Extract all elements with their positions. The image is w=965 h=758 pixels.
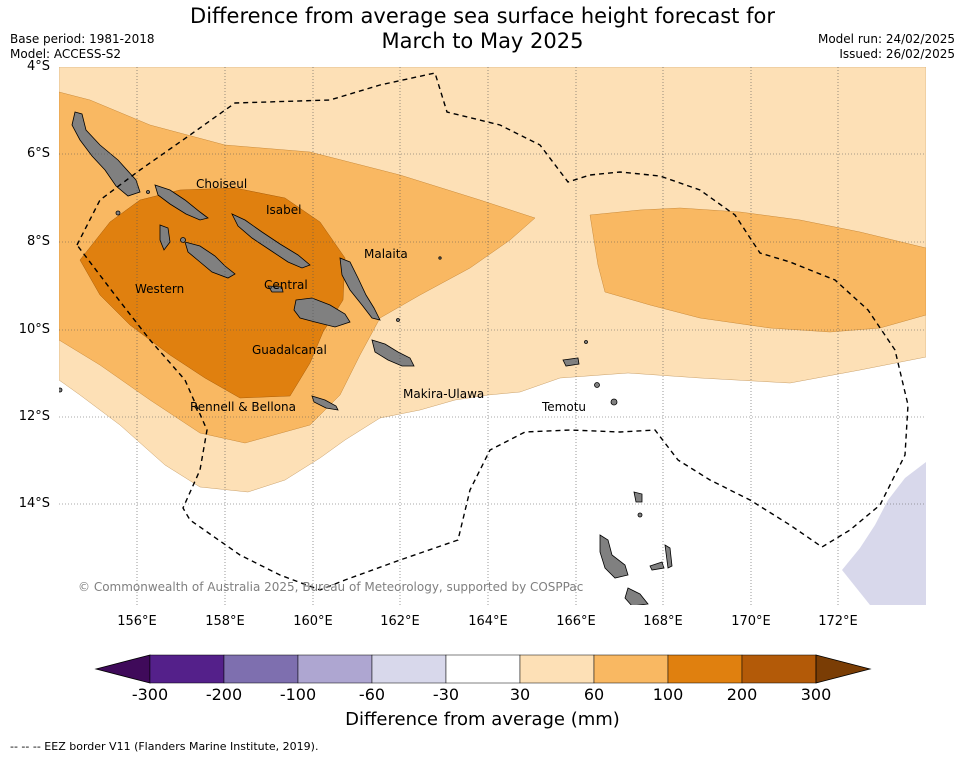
islet-3 [584,340,588,344]
colorbar-segment-4 [371,654,447,684]
island-choiseul [154,184,209,221]
islet-1 [594,382,600,388]
lon-label-168e: 168°E [643,614,683,629]
colorbar-extend-high [815,654,872,684]
colorbar-tick-1: -300 [131,685,169,704]
place-label-central: Central [264,278,308,292]
place-label-choiseul: Choiseul [196,177,248,191]
colorbar-tick-4: -60 [358,685,386,704]
lat-label-10s: 10°S [18,322,50,337]
island-vella-lavella [159,224,171,251]
lat-label-4s: 4°S [26,59,50,74]
lon-label-166e: 166°E [556,614,596,629]
colorbar-segment-8 [667,654,743,684]
islet-2 [610,398,618,406]
place-label-western: Western [135,282,185,296]
island-malekula [624,587,649,605]
island-torres [633,491,643,503]
island-santa-cruz [562,357,580,367]
contour-negative-patch [842,462,926,605]
colorbar-tick-6: 30 [509,685,531,704]
lon-label-158e: 158°E [205,614,245,629]
island-florida [267,285,284,293]
islet-4 [438,256,442,260]
issued-date: Issued: 26/02/2025 [839,47,955,61]
colorbar-label: Difference from average (mm) [345,709,620,730]
lon-label-162e: 162°E [380,614,420,629]
lat-label-12s: 12°S [18,409,50,424]
colorbar-segment-3 [297,654,373,684]
contour-60-100-east [589,207,926,333]
title-line-1: Difference from average sea surface heig… [190,4,775,28]
lon-label-164e: 164°E [468,614,508,629]
islet-8 [180,237,186,243]
colorbar-segment-9 [741,654,817,684]
meta-right: Model run: 24/02/2025 Issued: 26/02/2025 [818,32,955,62]
lon-label-160e: 160°E [293,614,333,629]
colorbar-tick-9: 200 [726,685,758,704]
gridlines [59,67,926,605]
map-area [59,67,926,605]
lon-label-170e: 170°E [731,614,771,629]
lat-label-14s: 14°S [18,496,50,511]
island-rennell [311,395,339,411]
lon-label-156e: 156°E [117,614,157,629]
model-run: Model run: 24/02/2025 [817,32,955,46]
island-new-georgia [184,241,236,279]
eez-legend-note: -- -- -- EEZ border V11 (Flanders Marine… [10,740,319,753]
island-guadalcanal [293,297,351,328]
colorbar-segment-1 [149,654,225,684]
colorbar-segment-5 [445,654,521,684]
copyright-notice: © Commonwealth of Australia 2025, Bureau… [78,580,584,594]
place-label-rennell-bellona: Rennell & Bellona [190,400,297,414]
title-line-2: March to May 2025 [381,29,584,53]
colorbar-tick-2: -200 [205,685,243,704]
colorbar-segment-6 [519,654,595,684]
island-ambae [649,561,665,571]
eez-border [76,72,909,591]
colorbar-segment-7 [593,654,669,684]
island-espiritu-santo [599,534,629,579]
lat-label-6s: 6°S [26,146,50,161]
island-isabel [231,213,311,269]
place-label-temotu: Temotu [542,400,587,414]
island-makira [371,339,415,367]
place-label-makira-ulawa: Makira-Ulawa [403,387,485,401]
islet-10 [146,190,150,194]
island-maewo [664,544,673,569]
meta-left: Base period: 1981-2018 Model: ACCESS-S2 [10,32,155,62]
chart-title: Difference from average sea surface heig… [0,4,965,54]
colorbar-segment-2 [223,654,299,684]
colorbar-tick-7: 60 [583,685,605,704]
island-malaita [339,257,381,321]
colorbar-tick-10: 300 [800,685,832,704]
land-masses [59,111,673,605]
island-bougainville [71,111,141,197]
place-label-guadalcanal: Guadalcanal [252,343,327,357]
colorbar-tick-5: -30 [432,685,460,704]
colorbar-extend-low [94,654,151,684]
lon-label-172e: 172°E [818,614,858,629]
islet-5 [396,318,400,322]
colorbar [94,654,872,684]
place-label-malaita: Malaita [364,247,408,261]
islet-9 [115,210,121,216]
base-period: Base period: 1981-2018 [10,32,155,46]
colorbar-tick-3: -100 [279,685,317,704]
place-label-isabel: Isabel [266,203,302,217]
lat-label-8s: 8°S [26,234,50,249]
colorbar-tick-8: 100 [652,685,684,704]
model-name: Model: ACCESS-S2 [10,47,122,61]
islet-6 [637,512,643,518]
islet-7 [59,387,63,393]
